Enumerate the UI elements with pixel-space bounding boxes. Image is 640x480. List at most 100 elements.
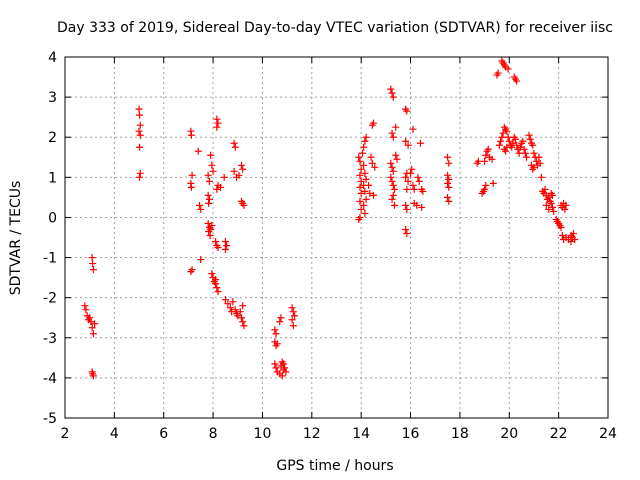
- data-point: [368, 121, 376, 129]
- data-point: [389, 167, 397, 175]
- data-point: [89, 330, 97, 338]
- data-point: [567, 231, 575, 239]
- data-point: [271, 360, 279, 368]
- data-point: [356, 157, 364, 165]
- data-point: [519, 137, 527, 145]
- data-point: [526, 135, 534, 143]
- data-point: [366, 189, 374, 197]
- data-point: [89, 372, 97, 380]
- data-point: [418, 203, 426, 211]
- data-point: [204, 191, 212, 199]
- data-point: [236, 308, 244, 316]
- x-tick-label: 14: [352, 426, 370, 442]
- data-point: [272, 364, 280, 372]
- data-point: [523, 153, 531, 161]
- y-tick-label: 1: [48, 170, 57, 186]
- data-point: [403, 107, 411, 115]
- data-point: [277, 314, 285, 322]
- data-point: [408, 165, 416, 173]
- data-point: [226, 304, 234, 312]
- x-tick-label: 4: [110, 426, 119, 442]
- data-point: [445, 159, 453, 167]
- data-point: [230, 167, 238, 175]
- data-point: [356, 183, 364, 191]
- y-tick-label: 2: [48, 130, 57, 146]
- data-point: [502, 147, 510, 155]
- data-point: [481, 157, 489, 165]
- data-point: [288, 316, 296, 324]
- data-point: [88, 324, 96, 332]
- data-point: [88, 254, 96, 262]
- data-point: [356, 197, 364, 205]
- data-point: [489, 179, 497, 187]
- data-point: [279, 360, 287, 368]
- data-point: [82, 306, 90, 314]
- data-point: [213, 123, 221, 131]
- data-point: [567, 238, 575, 246]
- data-point: [413, 201, 421, 209]
- data-point: [504, 133, 512, 141]
- data-point: [197, 256, 205, 264]
- data-point: [136, 143, 144, 151]
- data-point: [529, 141, 537, 149]
- data-point: [445, 183, 453, 191]
- data-point: [278, 372, 286, 380]
- data-point: [136, 131, 144, 139]
- data-point: [216, 183, 224, 191]
- data-point: [231, 143, 239, 151]
- data-point: [86, 314, 94, 322]
- data-point: [404, 177, 412, 185]
- x-tick-label: 22: [550, 426, 568, 442]
- data-point: [196, 201, 204, 209]
- x-tick-label: 18: [451, 426, 469, 442]
- data-point: [235, 171, 243, 179]
- data-point: [362, 133, 370, 141]
- data-point: [197, 205, 205, 213]
- data-point: [545, 205, 553, 213]
- data-point: [136, 121, 144, 129]
- data-point: [407, 169, 415, 177]
- data-point: [209, 167, 217, 175]
- data-point: [545, 193, 553, 201]
- x-tick-label: 20: [500, 426, 518, 442]
- x-tick-label: 12: [303, 426, 321, 442]
- data-point: [537, 173, 545, 181]
- data-point: [444, 193, 452, 201]
- data-point: [525, 131, 533, 139]
- data-point: [291, 312, 299, 320]
- data-point: [220, 173, 228, 181]
- data-point: [87, 318, 95, 326]
- data-point: [392, 151, 400, 159]
- data-point: [497, 137, 505, 145]
- data-point: [520, 145, 528, 153]
- data-point: [521, 149, 529, 157]
- x-tick-label: 16: [402, 426, 420, 442]
- data-point: [504, 65, 512, 73]
- data-point: [388, 129, 396, 137]
- data-point: [387, 159, 395, 167]
- data-point: [547, 199, 555, 207]
- data-point: [355, 215, 363, 223]
- data-point: [357, 165, 365, 173]
- data-point: [231, 306, 239, 314]
- data-point: [505, 137, 513, 145]
- x-tick-label: 10: [254, 426, 272, 442]
- data-point: [548, 191, 556, 199]
- data-point: [402, 201, 410, 209]
- data-point: [360, 143, 368, 151]
- data-point: [213, 115, 221, 123]
- data-point: [212, 238, 220, 246]
- data-point: [239, 302, 247, 310]
- y-tick-label: -1: [43, 251, 57, 267]
- data-point: [403, 229, 411, 237]
- data-point: [221, 246, 229, 254]
- data-point: [404, 141, 412, 149]
- data-point: [360, 201, 368, 209]
- data-point: [361, 187, 369, 195]
- data-point: [403, 185, 411, 193]
- data-point: [228, 308, 236, 316]
- y-tick-label: 0: [48, 210, 57, 226]
- y-tick-label: -3: [43, 331, 57, 347]
- data-point: [571, 236, 579, 244]
